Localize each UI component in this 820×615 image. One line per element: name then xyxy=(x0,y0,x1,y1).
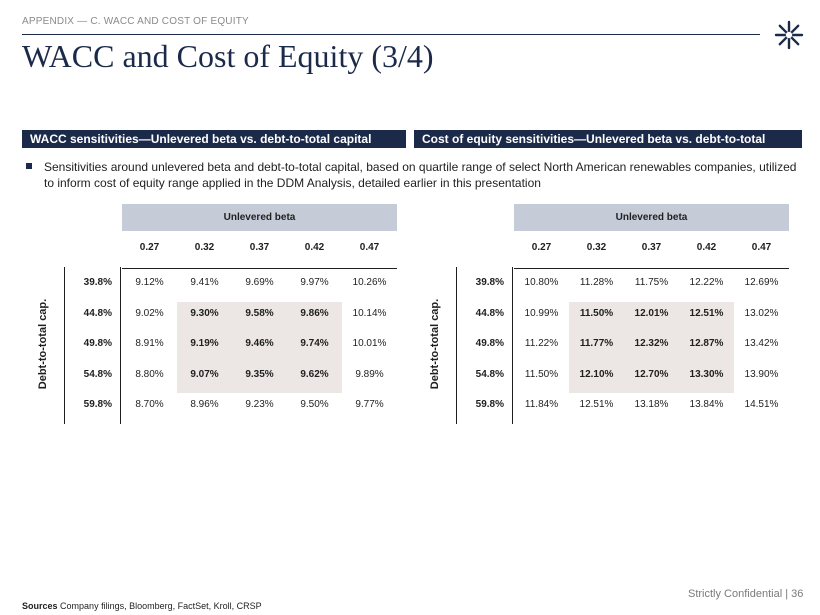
beta-column-header: 0.47 xyxy=(359,242,380,253)
sources-text: Company filings, Bloomberg, FactSet, Kro… xyxy=(60,601,262,611)
table-cell: 9.50% xyxy=(300,399,329,410)
table-cell: 12.32% xyxy=(634,338,669,349)
bullet-square-icon xyxy=(26,163,32,169)
highlight-band xyxy=(177,301,342,393)
title-rule xyxy=(22,34,760,35)
debt-ratio-row-label: 44.8% xyxy=(83,307,112,319)
row-group-divider xyxy=(456,267,457,424)
table-cell: 9.30% xyxy=(190,307,219,319)
starburst-logo-icon xyxy=(774,20,804,50)
table-cell: 10.14% xyxy=(352,307,387,319)
table-cell: 9.89% xyxy=(355,368,384,380)
table-cell: 9.77% xyxy=(355,399,384,410)
table-cell: 8.96% xyxy=(190,399,219,410)
beta-column-header: 0.42 xyxy=(304,242,325,253)
table-cell: 9.97% xyxy=(300,277,329,288)
debt-ratio-row-label: 44.8% xyxy=(475,307,504,319)
table-cell: 9.69% xyxy=(245,277,274,288)
row-label-divider xyxy=(512,267,513,424)
table-cell: 8.80% xyxy=(135,368,164,380)
table-cell: 12.70% xyxy=(634,368,669,380)
table-cell: 12.51% xyxy=(689,307,724,319)
debt-ratio-row-label: 39.8% xyxy=(83,277,112,288)
header-rule xyxy=(514,268,789,269)
table-cell: 9.41% xyxy=(190,277,219,288)
table-cell: 10.01% xyxy=(352,338,387,349)
table-cell: 12.01% xyxy=(634,307,669,319)
unlevered-beta-header: Unlevered beta xyxy=(514,204,789,231)
table-cell: 9.62% xyxy=(300,368,329,380)
table-cell: 12.51% xyxy=(579,399,614,410)
sources-label: Sources xyxy=(22,601,58,611)
table-cell: 11.50% xyxy=(524,368,559,380)
highlight-band xyxy=(569,301,734,393)
table-cell: 9.86% xyxy=(300,307,329,319)
table-cell: 11.77% xyxy=(579,338,614,349)
row-label-divider xyxy=(120,267,121,424)
row-group-divider xyxy=(64,267,65,424)
table-cell: 12.87% xyxy=(689,338,724,349)
header-rule xyxy=(122,268,397,269)
table-cell: 10.26% xyxy=(352,277,387,288)
page-title: WACC and Cost of Equity (3/4) xyxy=(22,38,434,74)
table-cell: 10.99% xyxy=(524,307,559,319)
debt-ratio-row-label: 59.8% xyxy=(475,399,504,410)
table-cell: 9.35% xyxy=(245,368,274,380)
bullet-row: Sensitivities around unlevered beta and … xyxy=(26,159,806,191)
table-cell: 11.22% xyxy=(524,338,559,349)
beta-column-header: 0.37 xyxy=(641,242,662,253)
kicker: APPENDIX — C. WACC AND COST OF EQUITY xyxy=(22,16,249,27)
table-cell: 13.42% xyxy=(744,338,779,349)
table-cell: 9.12% xyxy=(135,277,164,288)
debt-ratio-row-label: 49.8% xyxy=(475,338,504,349)
bullet-text: Sensitivities around unlevered beta and … xyxy=(44,160,797,190)
debt-ratio-row-label: 54.8% xyxy=(83,368,112,380)
beta-column-header: 0.37 xyxy=(249,242,270,253)
table-cell: 11.75% xyxy=(634,277,669,288)
table-cell: 13.18% xyxy=(634,399,669,410)
table-cell: 8.91% xyxy=(135,338,164,349)
beta-column-header: 0.32 xyxy=(194,242,215,253)
debt-to-total-cap-label: Debt-to-total cap. xyxy=(429,298,441,390)
table-cell: 9.19% xyxy=(190,338,219,349)
table-cell: 8.70% xyxy=(135,399,164,410)
coe-section-header: Cost of equity sensitivities—Unlevered b… xyxy=(414,130,802,164)
table-cell: 10.80% xyxy=(524,277,559,288)
table-cell: 9.23% xyxy=(245,399,274,410)
table-cell: 11.84% xyxy=(524,399,559,410)
wacc-section-header: WACC sensitivities—Unlevered beta vs. de… xyxy=(22,130,406,148)
table-cell: 13.90% xyxy=(744,368,779,380)
beta-column-header: 0.27 xyxy=(531,242,552,253)
table-cell: 14.51% xyxy=(744,399,779,410)
table-cell: 11.28% xyxy=(579,277,614,288)
table-cell: 9.07% xyxy=(190,368,219,380)
table-cell: 9.58% xyxy=(245,307,274,319)
confidential-label: Strictly Confidential | 36 xyxy=(688,588,804,600)
debt-ratio-row-label: 54.8% xyxy=(475,368,504,380)
debt-ratio-row-label: 49.8% xyxy=(83,338,112,349)
table-cell: 9.46% xyxy=(245,338,274,349)
beta-column-header: 0.32 xyxy=(586,242,607,253)
table-cell: 13.02% xyxy=(744,307,779,319)
debt-ratio-row-label: 59.8% xyxy=(83,399,112,410)
beta-column-header: 0.42 xyxy=(696,242,717,253)
table-cell: 13.84% xyxy=(689,399,724,410)
beta-column-header: 0.27 xyxy=(139,242,160,253)
table-cell: 9.74% xyxy=(300,338,329,349)
table-cell: 13.30% xyxy=(689,368,724,380)
debt-to-total-cap-label: Debt-to-total cap. xyxy=(37,298,49,390)
beta-column-header: 0.47 xyxy=(751,242,772,253)
unlevered-beta-header: Unlevered beta xyxy=(122,204,397,231)
debt-ratio-row-label: 39.8% xyxy=(475,277,504,288)
table-cell: 12.22% xyxy=(689,277,724,288)
table-cell: 9.02% xyxy=(135,307,164,319)
sources-note: Sources Company filings, Bloomberg, Fact… xyxy=(22,601,262,611)
table-cell: 12.10% xyxy=(579,368,614,380)
table-cell: 11.50% xyxy=(579,307,614,319)
table-cell: 12.69% xyxy=(744,277,779,288)
